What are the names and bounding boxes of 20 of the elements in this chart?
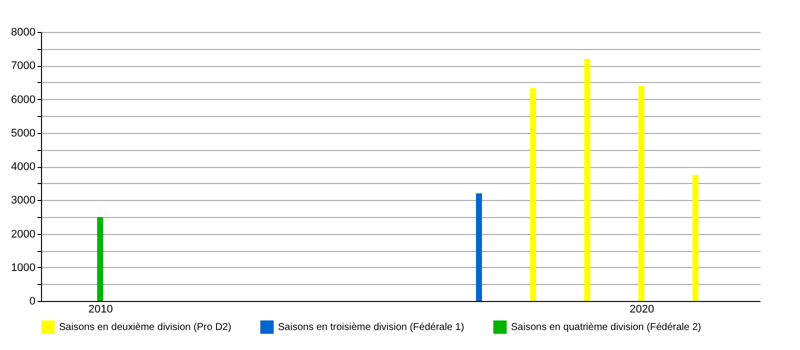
bar — [584, 58, 590, 301]
bar — [476, 193, 482, 301]
y-tick-label: 2000 — [11, 228, 36, 240]
bar — [530, 88, 536, 301]
bar — [638, 86, 644, 301]
legend-label: Saisons en troisième division (Fédérale 1) — [278, 322, 464, 334]
x-tick-label: 2020 — [630, 304, 654, 316]
y-tick-label: 5000 — [11, 127, 36, 140]
bar — [692, 174, 698, 301]
y-tick-label: 6000 — [11, 94, 36, 106]
x-tick-label: 2010 — [88, 304, 113, 316]
y-tick-label: 4000 — [11, 161, 36, 173]
legend-label: Saisons en quatrième division (Fédérale 2) — [511, 322, 702, 334]
y-tick-label: 7000 — [11, 60, 36, 72]
y-tick-label: 3000 — [11, 194, 36, 207]
bar — [97, 216, 104, 301]
y-tick-label: 0 — [29, 296, 36, 308]
legend-label: Saisons en deuxième division (Pro D2) — [59, 322, 232, 334]
y-tick-label: 1000 — [11, 262, 36, 274]
y-tick-label: 8000 — [11, 26, 36, 38]
